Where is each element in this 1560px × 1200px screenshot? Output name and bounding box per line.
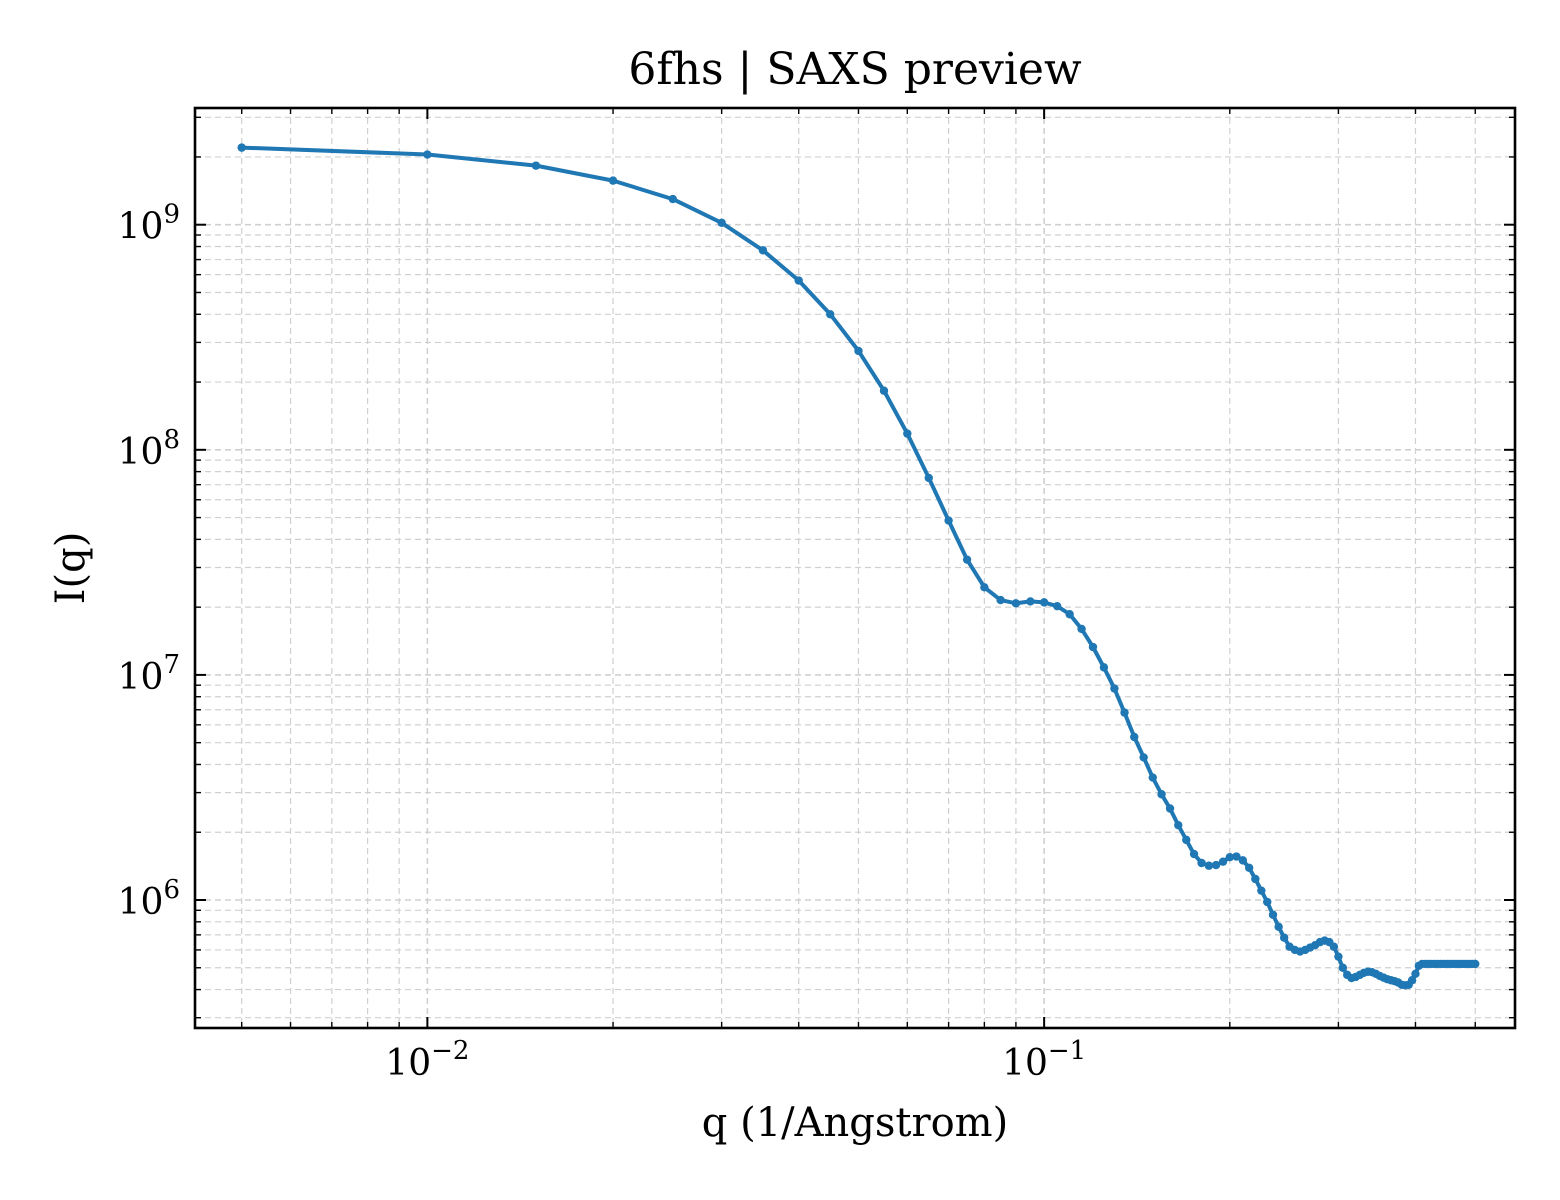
data-point <box>1471 959 1480 969</box>
data-point <box>944 516 953 525</box>
data-point <box>1279 933 1289 942</box>
data-point <box>1053 601 1062 611</box>
data-point <box>1211 860 1221 870</box>
y-tick-label: 107 <box>118 650 180 698</box>
data-point <box>1157 790 1166 799</box>
data-point <box>1411 969 1420 979</box>
data-point <box>903 429 912 438</box>
data-point <box>1338 963 1348 972</box>
data-point <box>1268 910 1278 919</box>
data-point <box>996 595 1005 605</box>
x-tick-label: 10−2 <box>385 1036 469 1084</box>
data-point <box>1189 849 1199 859</box>
data-point <box>1329 942 1339 951</box>
plot-area <box>237 143 1480 990</box>
axes-frame <box>193 106 1517 1030</box>
data-point <box>1165 804 1175 813</box>
data-point <box>1077 624 1086 634</box>
data-point <box>1039 598 1049 607</box>
data-point <box>1174 820 1183 830</box>
data-point <box>794 276 803 285</box>
data-point <box>1182 835 1191 845</box>
data-point <box>1065 610 1074 619</box>
data-point <box>1238 856 1248 865</box>
data-point <box>854 346 863 356</box>
data-point <box>962 555 972 564</box>
x-tick-label: 10−1 <box>1002 1036 1086 1084</box>
data-point <box>1274 922 1283 932</box>
y-tick-label: 106 <box>118 875 180 923</box>
grid-lines <box>195 108 1515 1028</box>
data-point <box>1026 597 1035 606</box>
data-point <box>924 473 933 483</box>
data-point <box>1251 874 1260 884</box>
data-point <box>879 386 889 395</box>
data-point <box>1225 852 1235 862</box>
data-point <box>1099 663 1109 672</box>
data-point <box>980 583 989 592</box>
data-point <box>1263 897 1272 907</box>
tick-labels: 10−2 10−1 106 107 108 109 <box>118 200 1087 1084</box>
data-point <box>1011 599 1021 608</box>
data-point <box>423 150 432 159</box>
data-point <box>717 218 726 227</box>
data-point <box>1407 976 1417 985</box>
data-point <box>1218 857 1228 866</box>
chart-title: 6fhs | SAXS preview <box>628 44 1082 95</box>
data-point <box>608 176 618 185</box>
x-axis-label: q (1/Angstrom) <box>702 1100 1008 1146</box>
data-point <box>826 310 835 319</box>
data-point <box>531 161 541 170</box>
data-point <box>1244 863 1254 873</box>
data-point <box>1334 952 1343 961</box>
data-point <box>668 194 678 204</box>
y-axis-label: I(q) <box>48 532 94 605</box>
data-point <box>1257 886 1266 895</box>
data-point <box>1130 732 1139 742</box>
data-point <box>1110 684 1119 693</box>
data-point <box>237 143 246 152</box>
data-point <box>1148 773 1157 782</box>
y-tick-label: 109 <box>118 200 180 248</box>
data-point <box>1088 642 1098 652</box>
axis-ticks <box>195 108 1515 1028</box>
y-tick-label: 108 <box>118 425 180 473</box>
data-point <box>1120 708 1129 717</box>
data-point <box>1232 852 1241 861</box>
data-point <box>1139 753 1148 762</box>
data-point <box>758 246 768 255</box>
data-point <box>1204 861 1214 870</box>
data-point <box>1197 858 1206 868</box>
